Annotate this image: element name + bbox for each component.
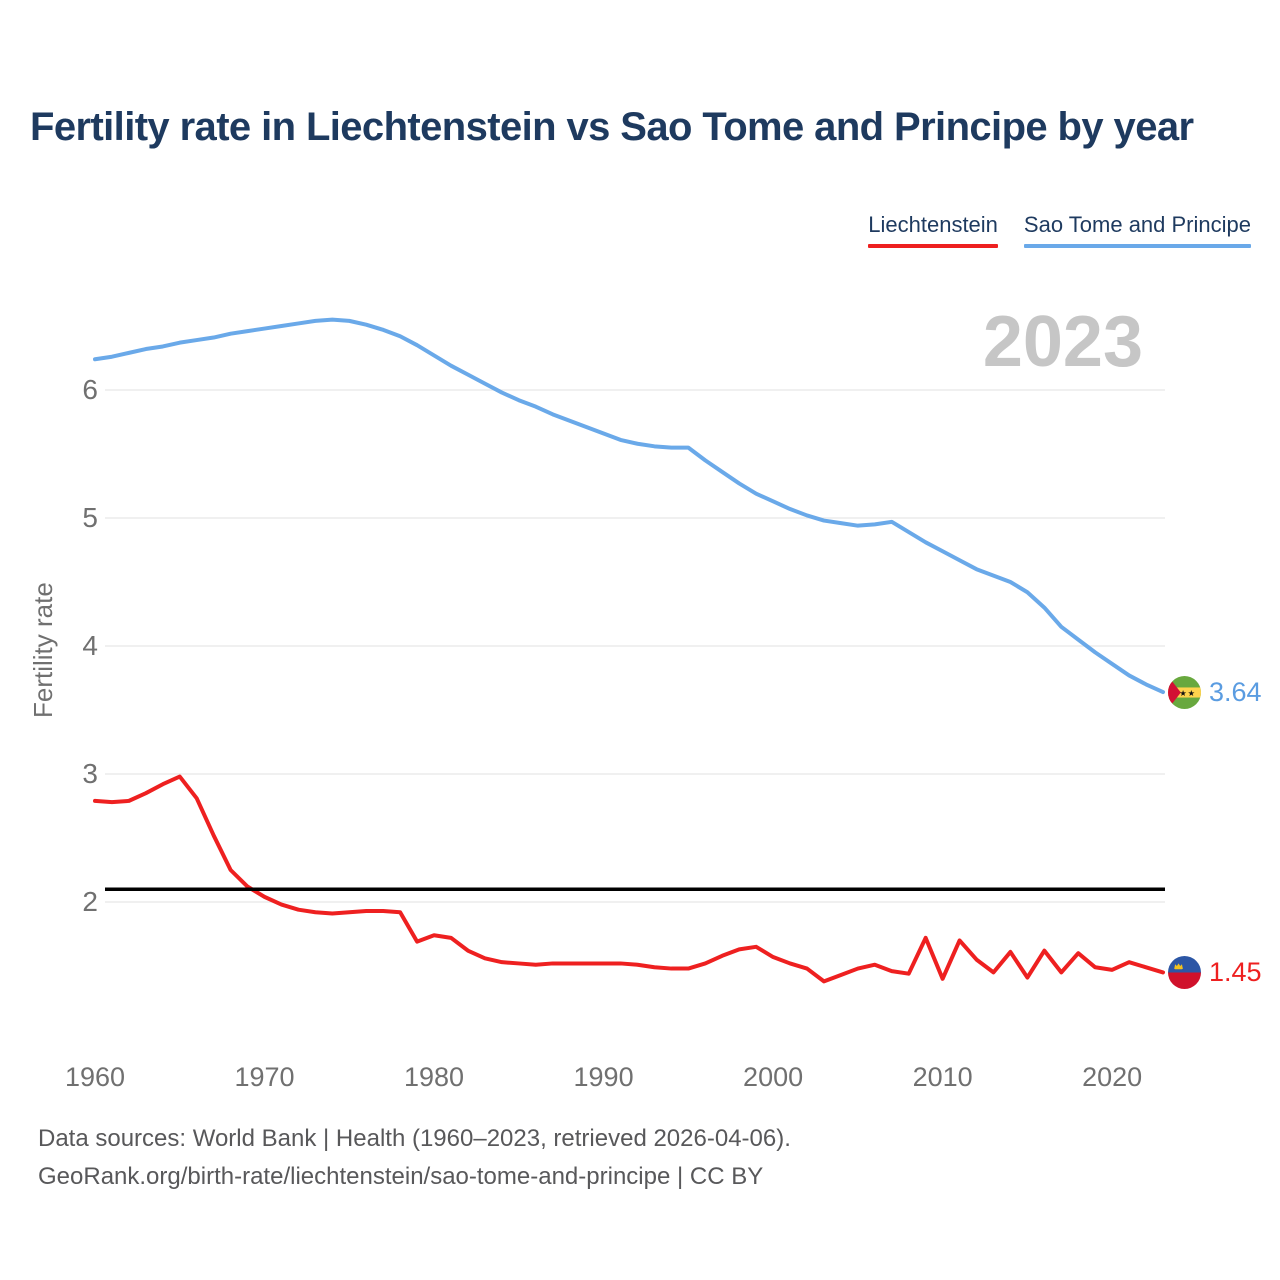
y-tick-label: 3 (82, 758, 98, 789)
sao-tome-flag-icon: ★ ★ (1168, 675, 1201, 709)
end-label-value: 1.45 (1209, 956, 1262, 987)
page-title: Fertility rate in Liechtenstein vs Sao T… (30, 104, 1194, 149)
watermark-year: 2023 (982, 302, 1143, 382)
legend-underline (1023, 244, 1251, 248)
end-label-value: 3.64 (1209, 676, 1262, 707)
footer-attribution-line: GeoRank.org/birth-rate/liechtenstein/sao… (38, 1163, 764, 1190)
liechtenstein-flag-icon (1168, 955, 1201, 989)
y-tick-label: 6 (82, 374, 98, 405)
legend-underline (868, 244, 998, 248)
x-tick-label: 2000 (743, 1062, 804, 1092)
x-tick-label: 2020 (1082, 1062, 1143, 1092)
x-tick-label: 1970 (234, 1062, 295, 1092)
end-label-sao-tome: ★ ★ 3.64 (1168, 675, 1262, 709)
x-tick-label: 1990 (573, 1062, 634, 1092)
y-axis-title: Fertility rate (28, 582, 58, 718)
legend-label: Sao Tome and Principe (1023, 212, 1251, 237)
legend: Liechtenstein Sao Tome and Principe (866, 212, 1253, 248)
legend-label: Liechtenstein (868, 212, 998, 237)
x-tick-label: 2010 (912, 1062, 973, 1092)
y-tick-label: 5 (82, 502, 98, 533)
end-label-liechtenstein: 1.45 (1168, 955, 1262, 989)
x-tick-label: 1960 (64, 1062, 126, 1092)
legend-item-sao-tome[interactable]: Sao Tome and Principe (1022, 212, 1253, 248)
footer: Data sources: World Bank | Health (1960–… (38, 1120, 791, 1196)
svg-text:★: ★ (1179, 688, 1186, 698)
y-tick-label: 4 (82, 630, 98, 661)
x-tick-label: 1980 (404, 1062, 465, 1092)
y-tick-label: 2 (82, 886, 98, 917)
svg-text:★: ★ (1188, 688, 1195, 698)
legend-item-liechtenstein[interactable]: Liechtenstein (866, 212, 1000, 248)
footer-sources-line: Data sources: World Bank | Health (1960–… (38, 1125, 791, 1152)
